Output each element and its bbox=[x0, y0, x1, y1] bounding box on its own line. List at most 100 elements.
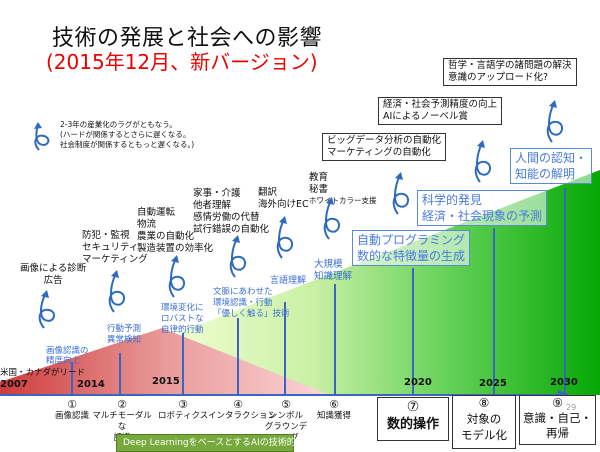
tech-line: 大規模 bbox=[314, 259, 343, 270]
tech-line: 異常検知 bbox=[107, 335, 142, 345]
curly-arrow-icon bbox=[34, 122, 50, 151]
stage-number: ① bbox=[67, 398, 77, 411]
tech-line: ロバストな bbox=[161, 314, 204, 324]
stage-label: ロボティクス bbox=[158, 411, 209, 421]
stage-number: ⑦ bbox=[406, 399, 420, 415]
box-line: 経済・社会予測精度の向上 bbox=[383, 99, 498, 110]
stage-number: ⑧ bbox=[478, 396, 490, 410]
tech-context: 文脈にあわせた 環境認識・行動 「優しく触る」技術 bbox=[213, 287, 290, 320]
curly-arrow-icon bbox=[474, 140, 492, 183]
page-subtitle: (2015年12月、新バージョン) bbox=[46, 50, 318, 74]
impact-line: 自動運転 bbox=[137, 207, 176, 218]
timeline-marker-1 bbox=[71, 362, 73, 395]
lag-note-line: (ハードが関係するとさらに遅くなる。 bbox=[60, 130, 191, 139]
us-canada-lead: 米国・カナダがリード bbox=[0, 368, 86, 378]
stage-number: ⑨ bbox=[552, 396, 563, 410]
tech-line: 環境変化に bbox=[161, 303, 204, 313]
tech-line: 経済・社会現象の予測 bbox=[422, 209, 543, 223]
impact-line: 翻訳 bbox=[258, 187, 278, 198]
stage-8: ⑧ 対象の モデル化 bbox=[452, 395, 516, 449]
impact-driving: 自動運転 物流 農業の自動化 製造装置の効率化 bbox=[137, 207, 213, 255]
tech-line: 環境認識・行動 bbox=[213, 298, 273, 308]
tech-knowledge: 大規模 知識理解 bbox=[314, 259, 352, 283]
stage-number: ④ bbox=[233, 398, 243, 411]
stage-label: 知識獲得 bbox=[316, 411, 351, 421]
impact-education: 教育 秘書 ホワイトカラー支援 bbox=[309, 172, 377, 206]
tech-human-box: 人間の認知・ 知能の解明 bbox=[510, 148, 593, 184]
box-line: 意識のアップロード化? bbox=[448, 72, 549, 83]
curly-arrow-icon bbox=[276, 216, 294, 259]
stage-label: 画像認識 bbox=[54, 411, 89, 421]
page-title: 技術の発展と社会への影響 bbox=[52, 26, 323, 51]
year-2020: 2020 bbox=[404, 377, 432, 388]
lag-note: 2-3年の産業化のラグがともなう。 (ハードが関係するとさらに遅くなる。 社会制… bbox=[60, 120, 194, 150]
stage-label: 意識・自己・ 再帰 bbox=[523, 411, 592, 440]
stage-3: ③ ロボティクス bbox=[158, 398, 208, 422]
timeline-marker-5 bbox=[284, 302, 286, 395]
impact-line: 教育 bbox=[309, 172, 329, 183]
timeline-marker-9 bbox=[564, 188, 566, 395]
curly-arrow-icon bbox=[38, 290, 56, 329]
year-2030: 2030 bbox=[550, 377, 578, 388]
tech-line: 言語理解 bbox=[270, 276, 307, 286]
stage-number: ⑥ bbox=[329, 398, 339, 411]
tech-line: 科学的発見 bbox=[422, 193, 483, 207]
page-number: 29 bbox=[566, 403, 577, 412]
timeline-marker-6 bbox=[334, 284, 336, 395]
tech-line: 数的な特徴量の生成 bbox=[357, 249, 466, 263]
bigdata-box: ビッグデータ分析の自動化 マーケティングの自動化 bbox=[322, 133, 447, 161]
tech-line: 行動予測 bbox=[107, 324, 142, 334]
tech-line: 自律的行動 bbox=[161, 325, 204, 335]
box-line: 哲学・言語学の諸問題の解決 bbox=[448, 60, 572, 71]
tech-line: 「優しく触る」技術 bbox=[213, 309, 290, 319]
stage-6: ⑥ 知識獲得 bbox=[316, 398, 352, 422]
tech-line: 知能の解明 bbox=[515, 167, 576, 181]
curly-arrow-icon bbox=[168, 255, 186, 298]
timeline-marker-2 bbox=[119, 353, 121, 395]
stage-label: 数的操作 bbox=[386, 417, 439, 432]
impact-line: ホワイトカラー支援 bbox=[309, 196, 377, 205]
stage-label: 対象の モデル化 bbox=[461, 412, 507, 442]
curly-arrow-icon bbox=[108, 270, 126, 313]
economy-box: 経済・社会予測精度の向上 AIによるノーベル賞 bbox=[378, 97, 503, 125]
stage-label: インタラクション bbox=[208, 411, 277, 421]
year-2015: 2015 bbox=[152, 376, 180, 387]
curly-arrow-icon bbox=[546, 100, 564, 143]
tech-programming-box: 自動プログラミング 数的な特徴量の生成 bbox=[352, 230, 471, 266]
stage-number: ③ bbox=[178, 398, 188, 411]
impact-line: 物流 bbox=[137, 219, 157, 230]
impact-line: 感情労働の代替 bbox=[193, 212, 260, 223]
tech-behavior: 行動予測 異常検知 bbox=[107, 324, 141, 346]
tech-line: 人間の認知・ bbox=[515, 151, 588, 165]
impact-line: 広告 bbox=[43, 275, 63, 286]
box-line: マーケティングの自動化 bbox=[327, 147, 431, 158]
impact-line: セキュリティ bbox=[82, 242, 139, 253]
year-2014: 2014 bbox=[77, 379, 105, 390]
tech-line: 精度向上 bbox=[46, 356, 81, 366]
stage-4: ④ インタラクション bbox=[208, 398, 277, 422]
impact-line: 家事・介護 bbox=[193, 188, 241, 199]
deep-learning-banner: Deep LearningをベースとするAIの技術的発展 bbox=[116, 434, 314, 452]
box-line: AIによるノーベル賞 bbox=[383, 111, 469, 122]
timeline-marker-8 bbox=[493, 228, 495, 395]
tech-line: 知識理解 bbox=[314, 271, 353, 282]
lag-note-line: 社会制度が関係するともっと遅くなる。) bbox=[60, 140, 195, 149]
box-line: ビッグデータ分析の自動化 bbox=[327, 135, 442, 146]
stage-number: ⑤ bbox=[281, 398, 291, 411]
stage-number: ② bbox=[117, 398, 127, 411]
timeline-marker-4 bbox=[237, 318, 239, 395]
impact-security: 防犯・監視 セキュリティ マーケティング bbox=[82, 230, 148, 266]
impact-line: 他者理解 bbox=[193, 200, 232, 211]
tech-line: 画像認識の bbox=[46, 346, 89, 356]
tech-line: 文脈にあわせた bbox=[213, 287, 273, 297]
philosophy-box: 哲学・言語学の諸問題の解決 意識のアップロード化? bbox=[443, 58, 577, 86]
impact-line: 秘書 bbox=[309, 184, 329, 195]
impact-diagnosis: 画像による診断 広告 bbox=[20, 263, 86, 287]
lag-note-line: 2-3年の産業化のラグがともなう。 bbox=[60, 120, 177, 129]
stage-1: ① 画像認識 bbox=[52, 398, 92, 422]
year-2007: 2007 bbox=[0, 379, 28, 390]
impact-line: 試行錯誤の自動化 bbox=[193, 224, 270, 235]
tech-science-box: 科学的発見 経済・社会現象の予測 bbox=[417, 190, 548, 226]
curly-arrow-icon bbox=[323, 197, 341, 240]
curly-arrow-icon bbox=[392, 172, 410, 215]
